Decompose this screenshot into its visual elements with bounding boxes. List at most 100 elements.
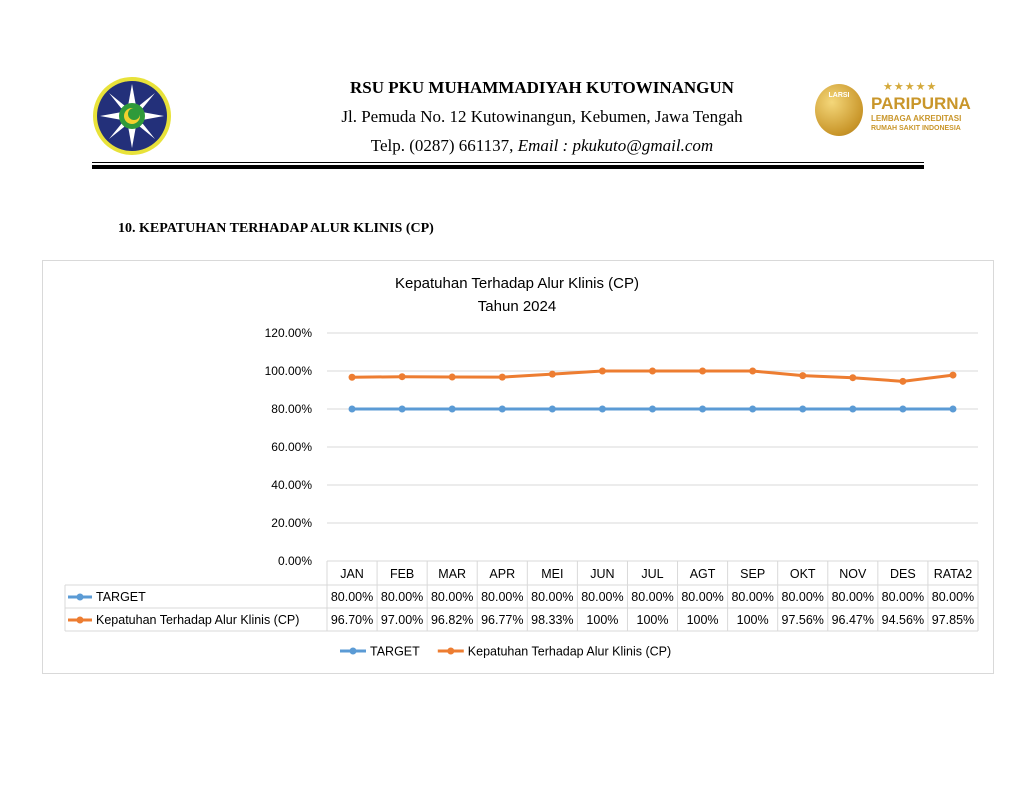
legend-marker: [349, 647, 357, 655]
x-tick-label: JAN: [340, 567, 364, 581]
y-tick-label: 20.00%: [271, 516, 312, 530]
data-table-cell: 80.00%: [331, 590, 373, 604]
data-table-cell: 96.70%: [331, 613, 373, 627]
legend-marker: [76, 616, 84, 624]
y-tick-label: 80.00%: [271, 402, 312, 416]
org-address: Jl. Pemuda No. 12 Kutowinangun, Kebumen,…: [341, 107, 743, 126]
x-tick-label: NOV: [839, 567, 867, 581]
legend-marker: [76, 593, 84, 601]
header-rule-thin: [92, 162, 924, 163]
data-point: [749, 367, 757, 375]
data-table-cell: 96.47%: [832, 613, 874, 627]
y-tick-label: 120.00%: [265, 326, 313, 340]
data-point: [348, 405, 356, 413]
data-table-cell: 80.00%: [932, 590, 974, 604]
x-tick-label: JUL: [641, 567, 663, 581]
phone: Telp. (0287) 661137,: [370, 136, 518, 155]
data-point: [899, 377, 907, 385]
stars: ★★★★★: [883, 81, 938, 93]
legend-label: TARGET: [370, 645, 420, 659]
data-table-cell: 98.33%: [531, 613, 573, 627]
x-tick-label: OKT: [790, 567, 816, 581]
data-table-cell: 80.00%: [832, 590, 874, 604]
data-point: [849, 405, 857, 413]
y-tick-label: 60.00%: [271, 440, 312, 454]
data-point: [548, 405, 556, 413]
data-table-cell: 80.00%: [731, 590, 773, 604]
data-table-cell: 80.00%: [882, 590, 924, 604]
data-point: [949, 371, 957, 379]
chart-title: Kepatuhan Terhadap Alur Klinis (CP): [395, 275, 639, 292]
accreditation-line1: LEMBAGA AKREDITASI: [871, 114, 962, 123]
y-tick-label: 0.00%: [278, 554, 312, 568]
x-tick-label: SEP: [740, 567, 765, 581]
data-table-cell: 100%: [737, 613, 769, 627]
data-point: [799, 405, 807, 413]
data-table-cell: 80.00%: [631, 590, 673, 604]
org-name: RSU PKU MUHAMMADIYAH KUTOWINANGUN: [350, 78, 734, 97]
x-tick-label: MEI: [541, 567, 563, 581]
data-point: [498, 405, 506, 413]
header-rule-thick: [92, 165, 924, 169]
series-label: TARGET: [96, 590, 146, 604]
data-table-cell: 80.00%: [782, 590, 824, 604]
x-tick-label: DES: [890, 567, 916, 581]
y-tick-label: 40.00%: [271, 478, 312, 492]
data-point: [348, 373, 356, 381]
data-point: [398, 373, 406, 381]
paripurna-title: PARIPURNA: [871, 94, 971, 113]
data-point: [699, 367, 707, 375]
data-point: [749, 405, 757, 413]
data-point: [849, 374, 857, 382]
x-tick-label: APR: [489, 567, 515, 581]
data-table-cell: 96.82%: [431, 613, 473, 627]
data-point: [949, 405, 957, 413]
chart-frame: [42, 260, 994, 674]
x-tick-label: MAR: [438, 567, 466, 581]
data-table-cell: 100%: [586, 613, 618, 627]
accreditation-line2: RUMAH SAKIT INDONESIA: [871, 125, 961, 132]
data-table-cell: 100%: [687, 613, 719, 627]
data-point: [699, 405, 707, 413]
data-point: [448, 373, 456, 381]
series-label: Kepatuhan Terhadap Alur Klinis (CP): [96, 613, 299, 627]
data-table-cell: 80.00%: [531, 590, 573, 604]
chart-subtitle: Tahun 2024: [478, 298, 556, 315]
data-point: [598, 405, 606, 413]
data-table-cell: 80.00%: [431, 590, 473, 604]
data-table-cell: 80.00%: [581, 590, 623, 604]
data-table-cell: 80.00%: [381, 590, 423, 604]
x-tick-label: FEB: [390, 567, 414, 581]
data-table-cell: 97.00%: [381, 613, 423, 627]
data-table-cell: 97.56%: [782, 613, 824, 627]
x-tick-label: AGT: [690, 567, 716, 581]
data-table-cell: 80.00%: [481, 590, 523, 604]
data-point: [598, 367, 606, 375]
email: Email : pkukuto@gmail.com: [517, 136, 714, 155]
data-table-cell: 80.00%: [681, 590, 723, 604]
data-point: [649, 367, 656, 375]
data-point: [649, 405, 656, 413]
data-table-cell: 97.85%: [932, 613, 974, 627]
larsi-badge: LARSI: [815, 84, 863, 136]
data-point: [899, 405, 907, 413]
legend-label: Kepatuhan Terhadap Alur Klinis (CP): [468, 645, 671, 659]
legend-marker: [447, 647, 455, 655]
x-tick-label: JUN: [590, 567, 614, 581]
data-point: [548, 370, 556, 378]
data-point: [398, 405, 406, 413]
section-title: 10. KEPATUHAN TERHADAP ALUR KLINIS (CP): [118, 221, 434, 236]
data-point: [498, 373, 506, 381]
data-table-cell: 96.77%: [481, 613, 523, 627]
org-contact: Telp. (0287) 661137, Email : pkukuto@gma…: [30, 136, 1024, 156]
data-table-cell: 94.56%: [882, 613, 924, 627]
data-point: [448, 405, 456, 413]
x-tick-label: RATA2: [934, 567, 972, 581]
muhammadiyah-logo: [93, 77, 171, 155]
accreditation-logo: LARSI ★★★★★ PARIPURNA LEMBAGA AKREDITASI…: [815, 81, 971, 142]
y-tick-label: 100.00%: [265, 364, 313, 378]
data-point: [799, 372, 807, 380]
data-table-cell: 100%: [637, 613, 669, 627]
